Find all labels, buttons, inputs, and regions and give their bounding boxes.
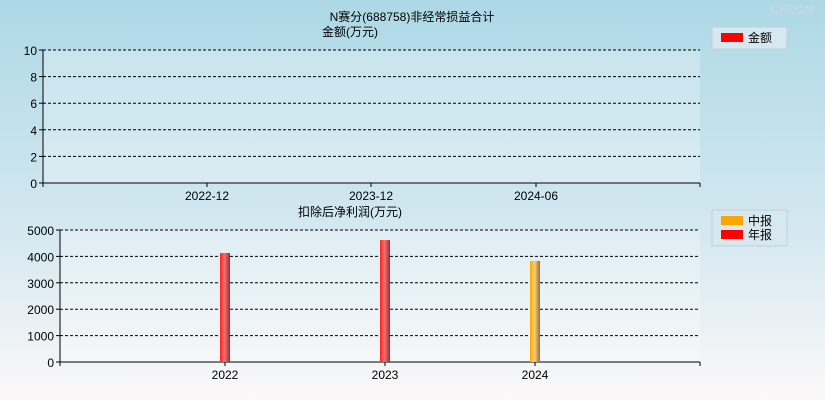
legend-swatch: [721, 230, 743, 239]
x-tick-label: 2023: [372, 368, 399, 382]
y-tick-label: 10: [24, 44, 38, 58]
x-tick-label: 2024-06: [514, 189, 558, 203]
legend-label: 中报: [748, 213, 772, 228]
y-tick-label: 2000: [27, 303, 54, 317]
y-tick-label: 0: [47, 356, 54, 370]
x-tick-label: 2023-12: [349, 189, 393, 203]
y-tick-label: 0: [30, 177, 37, 191]
legend-swatch: [721, 216, 743, 225]
legend: [711, 26, 788, 50]
bar-中报-2024: [530, 260, 540, 362]
y-tick-label: 5000: [27, 224, 54, 238]
legend-swatch: [721, 33, 743, 42]
y-tick-label: 4000: [27, 250, 54, 264]
y-tick-label: 4: [30, 124, 37, 138]
y-tick-label: 1000: [27, 330, 54, 344]
watermark: CFi.CN: [770, 2, 813, 17]
x-tick-label: 2024: [522, 368, 549, 382]
plot-area: [43, 50, 700, 183]
chart-title: N赛分(688758)非经常损益合计: [330, 9, 495, 24]
y-tick-label: 8: [30, 71, 37, 85]
y-tick-label: 6: [30, 97, 37, 111]
legend-label: 年报: [748, 227, 772, 242]
top-ylabel: 金额(万元): [322, 24, 378, 39]
y-tick-label: 2: [30, 150, 37, 164]
bar-年报-2023: [380, 240, 390, 362]
legend-label: 金额: [748, 30, 772, 45]
x-tick-label: 2022: [212, 368, 239, 382]
x-tick-label: 2022-12: [185, 189, 229, 203]
bottom-title: 扣除后净利润(万元): [298, 204, 402, 219]
y-tick-label: 3000: [27, 277, 54, 291]
bar-年报-2022: [220, 252, 230, 362]
